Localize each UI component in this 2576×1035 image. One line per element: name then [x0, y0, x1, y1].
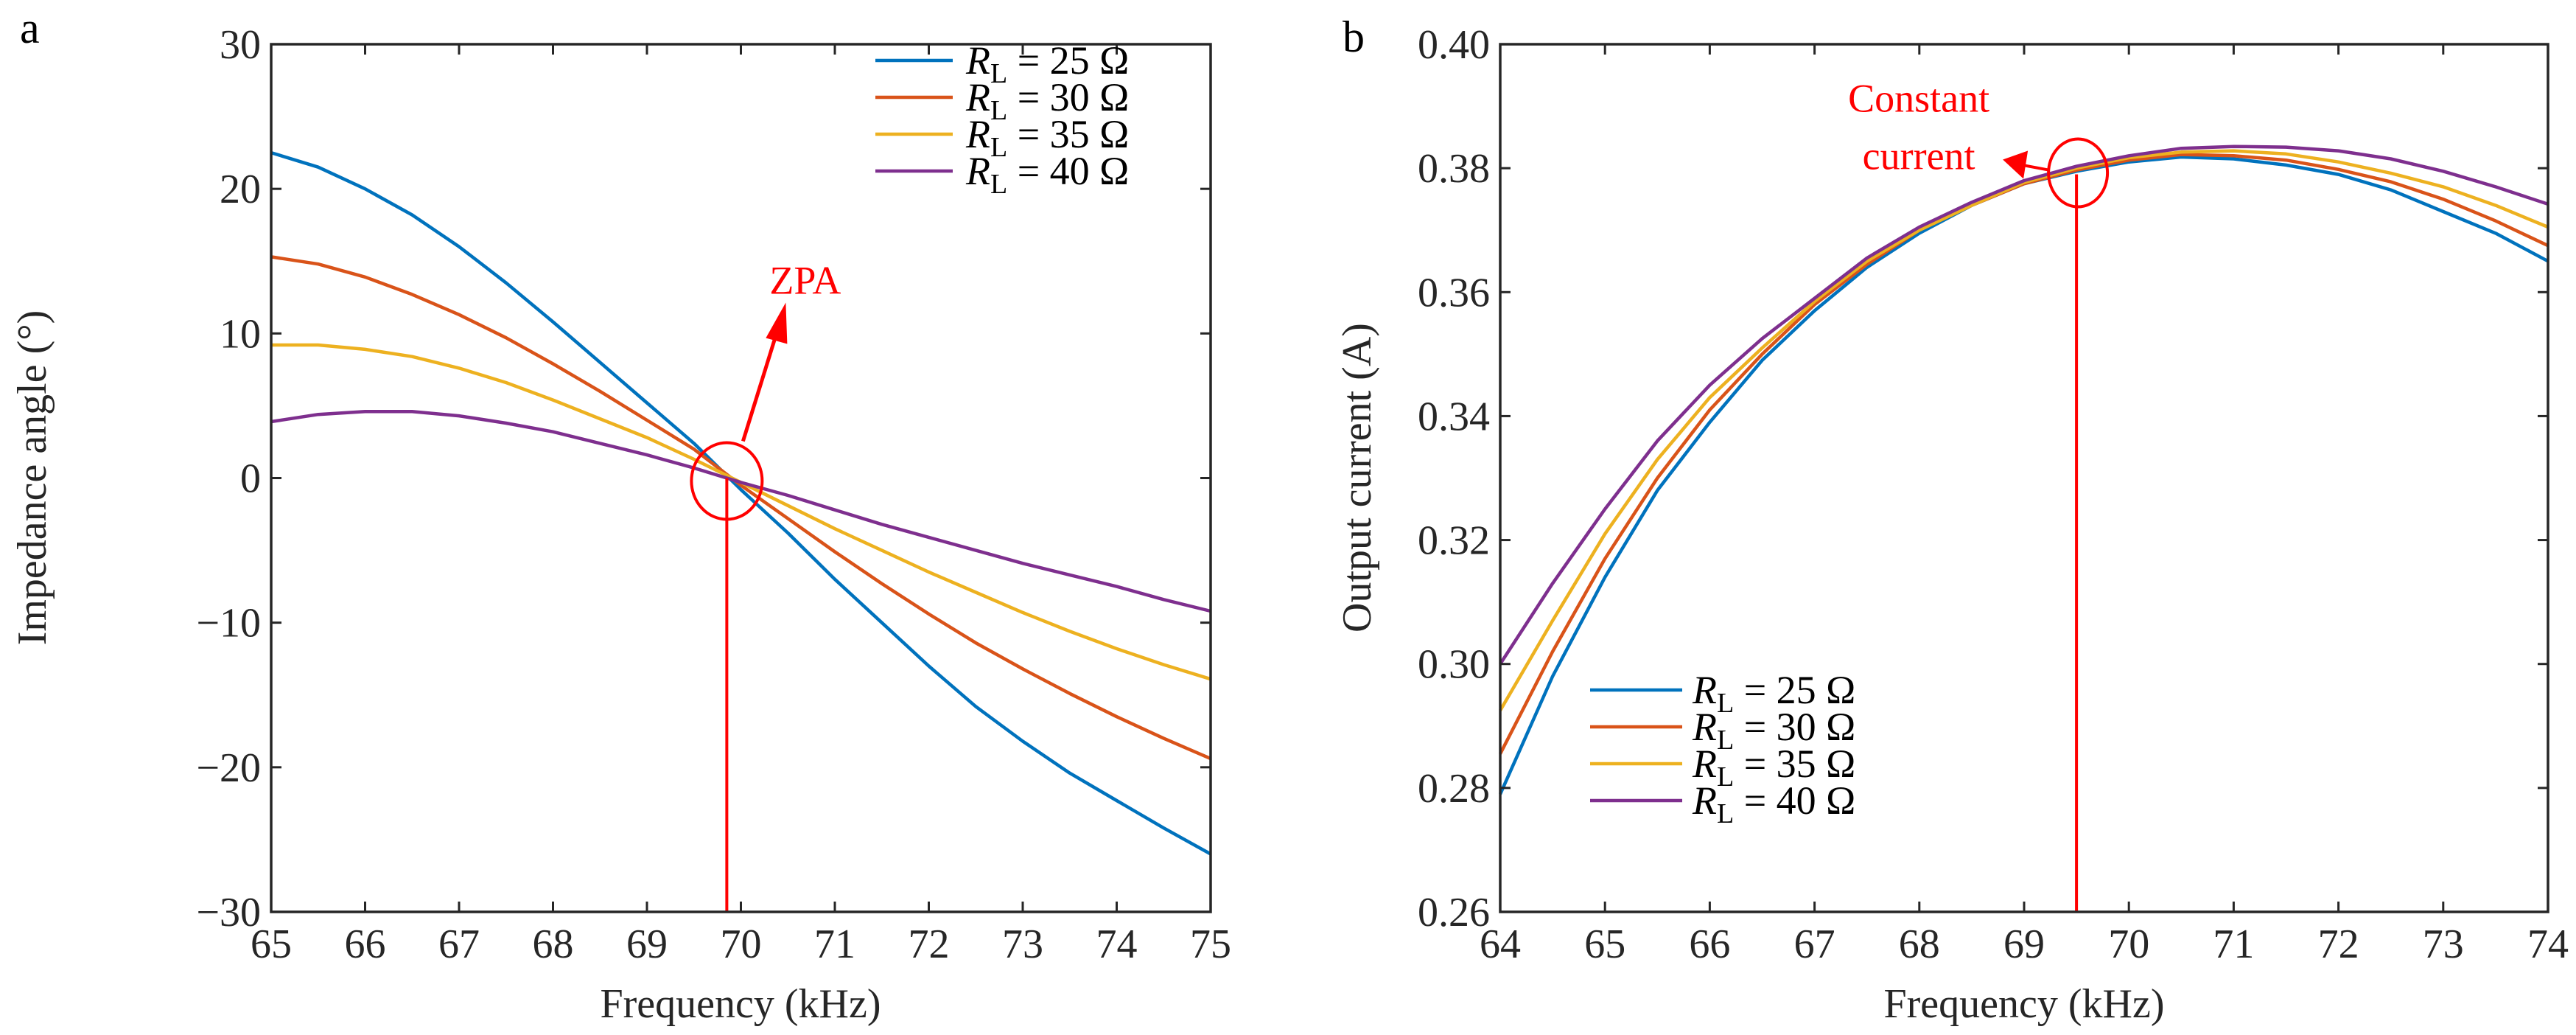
y-tick-label: 10: [220, 311, 261, 357]
legend-entry-symbol: R: [965, 75, 990, 119]
y-tick-label: 0.38: [1418, 146, 1490, 192]
legend-entry: RL = 30 Ω: [965, 75, 1129, 126]
legend-entry-subscript: L: [990, 132, 1007, 163]
y-tick-label: 0.36: [1418, 270, 1490, 316]
x-tick-label: 68: [1899, 921, 1940, 967]
x-tick-label: 73: [1002, 921, 1043, 967]
legend-entry-symbol: R: [965, 149, 990, 193]
legend-entry-subscript: L: [1717, 798, 1734, 829]
legend-entry-symbol: R: [1692, 742, 1717, 786]
series-line-40-ohm: [1499, 144, 2549, 665]
legend-entry-value: = 40 Ω: [1007, 149, 1129, 193]
annotation-label-zpa: ZPA: [769, 259, 841, 303]
y-tick-label: 0.40: [1418, 22, 1490, 68]
x-tick-label: 66: [1689, 921, 1730, 967]
legend-entry: RL = 35 Ω: [965, 112, 1129, 163]
legend-entry-value: = 25 Ω: [1007, 38, 1129, 83]
y-tick-label: 0: [240, 456, 261, 502]
annotation-label-line: current: [1863, 134, 1975, 178]
legend-entry: RL = 30 Ω: [1692, 705, 1855, 756]
x-tick-label: 73: [2423, 921, 2464, 967]
x-tick-label: 71: [814, 921, 855, 967]
legend-entry: RL = 35 Ω: [1692, 742, 1855, 792]
x-tick-label: 74: [1096, 921, 1138, 967]
legend-entry: RL = 25 Ω: [965, 38, 1129, 89]
x-tick-label: 67: [438, 921, 480, 967]
y-axis-label-a: Impedance angle (°): [10, 310, 55, 646]
x-tick-label: 70: [2108, 921, 2149, 967]
x-tick-label: 65: [1584, 921, 1625, 967]
y-tick-label: −10: [196, 601, 261, 647]
x-tick-label: 71: [2213, 921, 2254, 967]
x-axis-label-b: Frequency (kHz): [1884, 981, 2165, 1027]
chart-b-output-current: b Frequency (kHz) Output current (A) Con…: [1334, 13, 2569, 1027]
legend-entry-value: = 30 Ω: [1007, 75, 1129, 119]
y-axis-label-b: Output current (A): [1334, 323, 1380, 632]
x-tick-label: 69: [2003, 921, 2045, 967]
legend-entry-subscript: L: [1717, 688, 1734, 719]
y-tick-label: 0.26: [1418, 890, 1490, 935]
annotation-arrow-shaft: [2024, 164, 2049, 172]
legend: RL = 25 ΩRL = 30 ΩRL = 35 ΩRL = 40 Ω: [1590, 668, 1855, 829]
legend-entry-value: = 35 Ω: [1734, 742, 1855, 786]
legend-entry-symbol: R: [1692, 705, 1717, 749]
chart-a-impedance-angle: a Frequency (kHz) Impedance angle (°) ZP…: [10, 4, 1231, 1027]
y-tick-label: 0.34: [1418, 394, 1490, 439]
panel-label-b: b: [1343, 13, 1365, 61]
x-tick-label: 68: [533, 921, 574, 967]
series-line-25-ohm: [270, 150, 1212, 856]
annotation-arrowhead: [2003, 150, 2029, 179]
legend: RL = 25 ΩRL = 30 ΩRL = 35 ΩRL = 40 Ω: [875, 38, 1129, 200]
annotation-arrowhead: [766, 302, 788, 344]
y-tick-label: 20: [220, 167, 261, 212]
x-axis-label-a: Frequency (kHz): [601, 981, 881, 1027]
legend-entry-symbol: R: [965, 112, 990, 156]
x-tick-label: 72: [2318, 921, 2359, 967]
series-line-35-ohm: [1499, 149, 2549, 711]
legend-entry-subscript: L: [990, 169, 1007, 200]
legend-entry-symbol: R: [965, 38, 990, 83]
y-tick-label: 0.30: [1418, 642, 1490, 688]
x-tick-label: 65: [251, 921, 292, 967]
annotation-circle: [690, 441, 764, 521]
y-tick-label: 0.28: [1418, 766, 1490, 812]
y-tick-label: 0.32: [1418, 518, 1490, 564]
series-line-40-ohm: [270, 410, 1211, 613]
legend-entry-value: = 25 Ω: [1734, 668, 1855, 712]
legend-entry-value: = 30 Ω: [1734, 705, 1855, 749]
legend-entry: RL = 40 Ω: [965, 149, 1129, 200]
annotation-arrow-shaft: [741, 331, 779, 442]
x-tick-label: 75: [1190, 921, 1231, 967]
x-tick-label: 72: [909, 921, 950, 967]
legend-entry-subscript: L: [1717, 762, 1734, 792]
x-tick-label: 67: [1794, 921, 1835, 967]
x-tick-label: 64: [1480, 921, 1521, 967]
legend-entry-subscript: L: [990, 58, 1007, 89]
series-line-35-ohm: [271, 343, 1211, 681]
x-tick-label: 66: [345, 921, 386, 967]
x-tick-label: 70: [721, 921, 762, 967]
x-tick-label: 74: [2527, 921, 2569, 967]
legend-entry-symbol: R: [1692, 778, 1717, 823]
y-tick-label: −20: [196, 745, 261, 791]
x-tick-label: 69: [626, 921, 668, 967]
legend-entry-symbol: R: [1692, 668, 1717, 712]
y-tick-label: −30: [196, 890, 261, 935]
legend-entry: RL = 25 Ω: [1692, 668, 1855, 719]
legend-entry-value: = 40 Ω: [1734, 778, 1855, 823]
y-tick-label: 30: [220, 22, 261, 68]
legend-entry: RL = 40 Ω: [1692, 778, 1855, 829]
legend-entry-value: = 35 Ω: [1007, 112, 1129, 156]
annotation-label-line: Constant: [1848, 77, 1989, 121]
panel-label-a: a: [20, 4, 40, 52]
annotation-circle: [2047, 137, 2110, 209]
series-line-30-ohm: [1498, 153, 2549, 755]
series-line-30-ohm: [270, 255, 1211, 761]
legend-entry-subscript: L: [990, 95, 1007, 126]
legend-entry-subscript: L: [1717, 725, 1734, 756]
